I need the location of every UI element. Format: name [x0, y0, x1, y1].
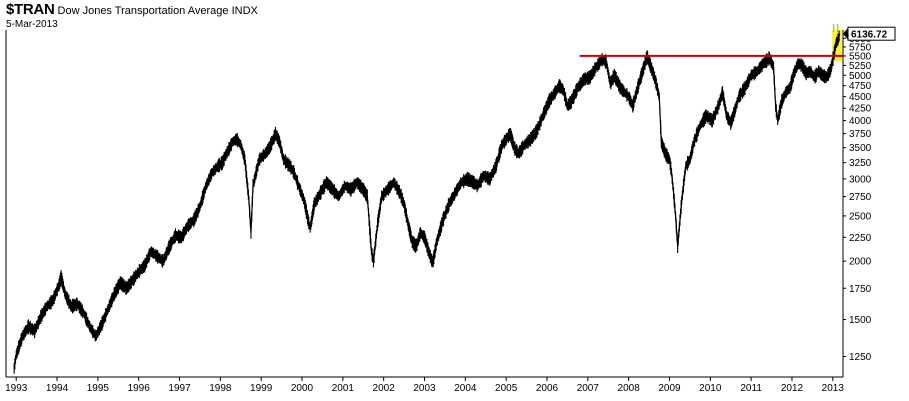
x-tick-label: 1997: [168, 383, 191, 394]
x-tick-label: 2006: [536, 383, 559, 394]
x-tick-label: 1996: [128, 383, 151, 394]
x-tick-label: 2007: [577, 383, 600, 394]
y-tick-label: 1250: [849, 352, 872, 363]
last-value-box: [847, 26, 896, 41]
y-tick-label: 3500: [849, 143, 872, 154]
exchange-code: INDX: [231, 5, 258, 17]
x-tick-label: 2010: [699, 383, 722, 394]
y-tick-label: 2250: [849, 233, 872, 244]
chart-date: 5-Mar-2013: [6, 19, 58, 30]
y-tick-label: 4250: [849, 104, 872, 115]
y-tick-label: 5500: [849, 51, 872, 62]
x-tick-label: 1993: [5, 383, 28, 394]
x-tick-label: 2012: [781, 383, 804, 394]
ticker-symbol: $TRAN: [6, 1, 55, 18]
x-tick-label: 2005: [495, 383, 518, 394]
price-line: [13, 33, 841, 369]
x-tick-label: 2000: [291, 383, 314, 394]
y-tick-label: 3250: [849, 158, 872, 169]
x-tick-label: 2008: [618, 383, 641, 394]
x-axis: 1993 1994 1995 1996 1997 1998 1999 2000 2001 2002…: [5, 377, 844, 394]
y-tick-label: 2750: [849, 192, 872, 203]
index-name: Dow Jones Transportation Average: [57, 5, 229, 17]
y-tick-label: 3000: [849, 174, 872, 185]
last-value-label: 6136.72: [851, 30, 888, 41]
y-tick-label: 3750: [849, 129, 872, 140]
index-description: Dow Jones Transportation Average INDX: [58, 5, 258, 17]
y-tick-label: 4000: [849, 116, 872, 127]
last-value-pointer: [843, 27, 848, 40]
y-tick-label: 4750: [849, 81, 872, 92]
y-tick-label: 5000: [849, 71, 872, 82]
x-tick-label: 1999: [250, 383, 273, 394]
y-tick-label: 4500: [849, 92, 872, 103]
y-tick-label: 1750: [849, 284, 872, 295]
chart-header: $TRAN Dow Jones Transportation Average IN…: [6, 2, 258, 18]
y-tick-label: 1500: [849, 315, 872, 326]
price-series: [13, 30, 841, 374]
x-tick-label: 2009: [658, 383, 681, 394]
price-bars: [13, 30, 840, 374]
x-tick-label: 2001: [332, 383, 355, 394]
x-tick-label: 1994: [46, 383, 69, 394]
x-tick-label: 2013: [822, 383, 845, 394]
plot-frame: [5, 30, 844, 378]
y-tick-label: 2000: [849, 257, 872, 268]
y-tick-label: 5250: [849, 61, 872, 72]
x-tick-label: 2003: [413, 383, 436, 394]
last-value-group: 6136.72: [843, 26, 896, 41]
y-tick-label: 2500: [849, 211, 872, 222]
x-tick-label: 2011: [740, 383, 762, 394]
y-axis: 1250 1500 1750 2000 2250 2500 2750 3000 3250 3500…: [843, 34, 872, 363]
x-tick-label: 2004: [454, 383, 477, 394]
x-tick-label: 1998: [209, 383, 232, 394]
x-tick-label: 2002: [373, 383, 396, 394]
x-tick-label: 1995: [87, 383, 110, 394]
y-tick-label: 5750: [849, 42, 872, 53]
